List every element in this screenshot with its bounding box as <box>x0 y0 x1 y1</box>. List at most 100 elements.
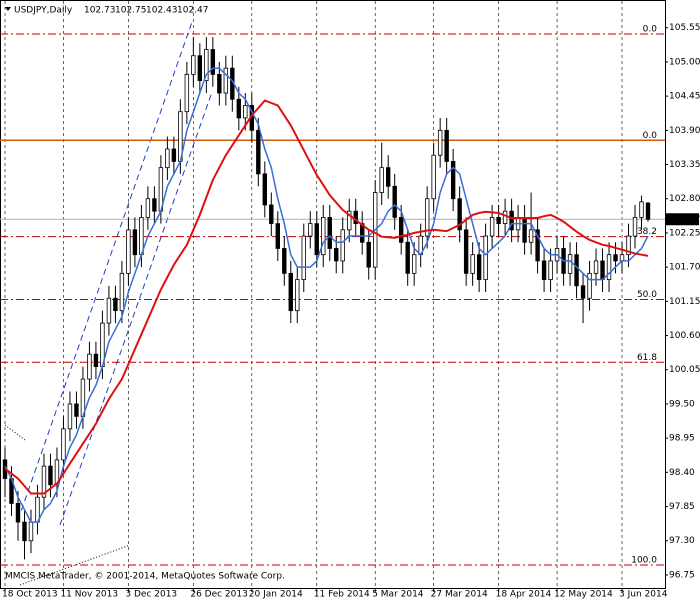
chart-header: USDJPY,Daily 102.73 102.75 102.43 102.47 <box>5 6 209 16</box>
x-tick-label: 11 Nov 2013 <box>60 590 118 600</box>
y-tick-label: 102.80 <box>669 194 700 204</box>
x-tick-label: 18 Apr 2014 <box>496 590 552 600</box>
candle-body <box>308 223 313 237</box>
candle-body <box>580 285 586 299</box>
candle-body <box>113 297 118 312</box>
candle-body <box>256 129 261 175</box>
y-tick-label: 101.15 <box>669 297 700 307</box>
candle-body <box>171 148 177 162</box>
ohlc-low: 102.43 <box>146 6 178 16</box>
candle-body <box>541 260 547 280</box>
candle-body <box>639 201 644 218</box>
candle-body <box>295 279 300 312</box>
level-label: 100.0 <box>631 555 657 565</box>
candle-body <box>22 521 27 542</box>
level-label: 50.0 <box>637 290 657 300</box>
candle-body <box>424 198 430 237</box>
candle-body <box>431 154 436 200</box>
candle-body <box>87 353 92 380</box>
x-tick-label: 3 Dec 2013 <box>125 590 177 600</box>
trend-line <box>4 424 26 441</box>
candle-body <box>535 229 540 262</box>
x-tick-label: 3 Jun 2014 <box>619 590 668 600</box>
candle-body <box>204 49 209 81</box>
candle-body <box>15 503 21 523</box>
candle-body <box>321 216 326 256</box>
candle-body <box>74 403 79 417</box>
candle-body <box>483 235 488 280</box>
symbol: USDJPY,Daily <box>14 6 73 16</box>
candle-body <box>463 229 469 274</box>
candle-body <box>587 272 592 299</box>
candle-body <box>489 216 495 237</box>
x-tick-label: 26 Dec 2013 <box>190 590 248 600</box>
moving-average <box>4 99 649 495</box>
candle-body <box>61 428 66 461</box>
y-tick-label: 97.85 <box>669 502 695 512</box>
candle-body <box>28 521 34 542</box>
ohlc-open: 102.73 <box>84 6 116 16</box>
candle-body <box>509 210 514 231</box>
y-tick-label: 103.90 <box>669 126 700 136</box>
candle-body <box>411 254 417 274</box>
y-tick-label: 101.70 <box>669 263 700 273</box>
candle-body <box>119 272 125 312</box>
ohlc-close: 102.47 <box>177 6 209 16</box>
candle-body <box>470 254 475 274</box>
x-tick-label: 27 Mar 2014 <box>431 590 488 600</box>
candle-body <box>593 260 599 274</box>
candle-body <box>347 210 352 231</box>
candle-body <box>437 129 443 156</box>
channel-line <box>17 21 193 521</box>
candle-body <box>502 210 508 225</box>
candle-body <box>522 216 527 243</box>
candle-body <box>282 248 287 274</box>
level-label: 0.0 <box>643 131 658 141</box>
candle-body <box>145 198 151 218</box>
x-tick-label: 12 May 2014 <box>554 590 613 600</box>
level-label: 0.0 <box>643 24 658 34</box>
candle-body <box>197 55 203 81</box>
candle-body <box>457 198 462 231</box>
y-tick-label: 96.75 <box>669 570 695 580</box>
y-tick-label: 102.25 <box>669 228 700 238</box>
y-tick-label: 105.00 <box>669 57 700 67</box>
candle-body <box>165 148 170 169</box>
plot-frame <box>0 0 666 589</box>
candle-body <box>67 403 73 430</box>
candle-body <box>191 55 196 75</box>
x-tick-label: 5 Mar 2014 <box>372 590 424 600</box>
y-tick-label: 99.50 <box>669 399 695 409</box>
candle-body <box>405 241 410 274</box>
candle-body <box>613 254 618 262</box>
candle-body <box>574 254 579 287</box>
level-label: 61.8 <box>637 353 657 363</box>
candle-body <box>334 248 339 262</box>
candle-body <box>132 229 138 256</box>
candle-body <box>301 235 306 280</box>
candle-body <box>275 223 280 249</box>
candle-body <box>450 161 456 200</box>
y-tick-label: 103.35 <box>669 160 700 170</box>
y-tick-label: 100.05 <box>669 365 700 375</box>
candle-body <box>600 260 605 280</box>
channel-line <box>59 91 213 526</box>
candle-body <box>314 223 319 256</box>
candle-body <box>340 229 345 262</box>
candle-body <box>386 167 391 187</box>
candle-body <box>236 98 242 119</box>
candle-body <box>41 465 47 498</box>
candle-body <box>626 235 631 256</box>
candle-body <box>379 167 384 193</box>
x-tick-label: 20 Jan 2014 <box>249 590 303 600</box>
y-tick-label: 98.40 <box>669 468 695 478</box>
candle-body <box>327 216 332 249</box>
y-tick-label: 97.30 <box>669 536 695 546</box>
x-tick-label: 11 Feb 2014 <box>314 590 370 600</box>
y-tick-label: 104.45 <box>669 92 700 102</box>
candle-body <box>152 198 157 212</box>
candle-body <box>645 202 651 220</box>
candle-body <box>93 353 99 368</box>
candle-body <box>606 254 612 280</box>
candle-body <box>126 229 131 274</box>
